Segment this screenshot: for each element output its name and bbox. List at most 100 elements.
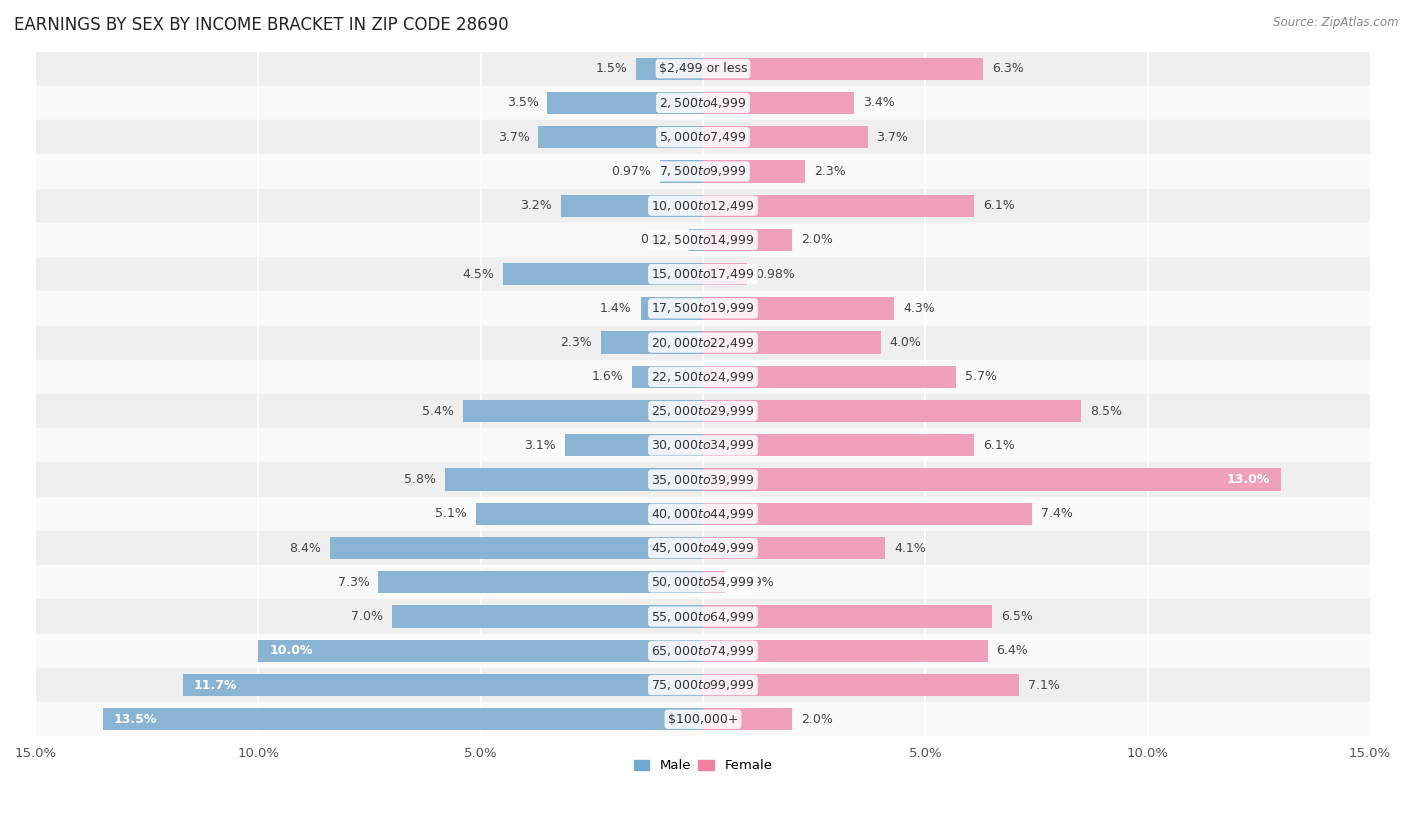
Bar (183, 674, 703, 696)
Text: 11.7%: 11.7% (194, 679, 238, 692)
Text: 6.3%: 6.3% (993, 63, 1024, 76)
Text: $17,500 to $19,999: $17,500 to $19,999 (651, 302, 755, 315)
Text: 7.3%: 7.3% (337, 576, 370, 589)
Bar (37, 86, 1369, 120)
Text: 2.3%: 2.3% (560, 336, 592, 349)
Text: EARNINGS BY SEX BY INCOME BRACKET IN ZIP CODE 28690: EARNINGS BY SEX BY INCOME BRACKET IN ZIP… (14, 16, 509, 34)
Bar (103, 708, 703, 730)
Bar (703, 298, 894, 320)
Bar (703, 58, 983, 80)
Text: $40,000 to $44,999: $40,000 to $44,999 (651, 506, 755, 521)
Text: 5.7%: 5.7% (966, 371, 997, 384)
Bar (477, 502, 703, 525)
Text: $5,000 to $7,499: $5,000 to $7,499 (659, 130, 747, 144)
Bar (37, 325, 1369, 359)
Bar (703, 194, 974, 217)
Bar (37, 599, 1369, 633)
Text: 1.5%: 1.5% (596, 63, 627, 76)
Text: $50,000 to $54,999: $50,000 to $54,999 (651, 576, 755, 589)
Bar (37, 531, 1369, 565)
Bar (538, 126, 703, 148)
Bar (703, 92, 855, 114)
Bar (703, 640, 987, 662)
Bar (565, 434, 703, 456)
Bar (703, 537, 886, 559)
Text: 3.1%: 3.1% (524, 439, 557, 452)
Text: 3.5%: 3.5% (506, 97, 538, 110)
Text: 0.97%: 0.97% (612, 165, 651, 178)
Bar (503, 263, 703, 285)
Text: $22,500 to $24,999: $22,500 to $24,999 (651, 370, 755, 384)
Text: 3.2%: 3.2% (520, 199, 551, 212)
Text: $20,000 to $22,499: $20,000 to $22,499 (651, 336, 755, 350)
Bar (37, 154, 1369, 189)
Bar (703, 126, 868, 148)
Bar (37, 51, 1369, 86)
Text: $65,000 to $74,999: $65,000 to $74,999 (651, 644, 755, 658)
Text: 13.0%: 13.0% (1226, 473, 1270, 486)
Bar (703, 228, 792, 251)
Bar (37, 359, 1369, 394)
Text: $15,000 to $17,499: $15,000 to $17,499 (651, 267, 755, 281)
Bar (37, 189, 1369, 223)
Text: 8.4%: 8.4% (288, 541, 321, 554)
Text: 6.5%: 6.5% (1001, 610, 1033, 623)
Bar (561, 194, 703, 217)
Text: $100,000+: $100,000+ (668, 713, 738, 726)
Bar (703, 160, 806, 183)
Text: 5.8%: 5.8% (405, 473, 436, 486)
Text: $30,000 to $34,999: $30,000 to $34,999 (651, 438, 755, 452)
Text: Source: ZipAtlas.com: Source: ZipAtlas.com (1274, 16, 1399, 29)
Text: $2,499 or less: $2,499 or less (659, 63, 747, 76)
Text: 0.49%: 0.49% (734, 576, 773, 589)
Bar (378, 572, 703, 593)
Text: $45,000 to $49,999: $45,000 to $49,999 (651, 541, 755, 555)
Text: 6.1%: 6.1% (983, 439, 1015, 452)
Bar (392, 606, 703, 628)
Text: 0.31%: 0.31% (641, 233, 681, 246)
Legend: Male, Female: Male, Female (628, 754, 778, 778)
Bar (659, 160, 703, 183)
Text: $75,000 to $99,999: $75,000 to $99,999 (651, 678, 755, 692)
Text: $2,500 to $4,999: $2,500 to $4,999 (659, 96, 747, 110)
Bar (37, 291, 1369, 325)
Bar (37, 394, 1369, 428)
Text: 4.0%: 4.0% (890, 336, 921, 349)
Text: 3.7%: 3.7% (876, 131, 908, 144)
Bar (37, 120, 1369, 154)
Text: 4.1%: 4.1% (894, 541, 927, 554)
Bar (703, 606, 993, 628)
Bar (463, 400, 703, 422)
Bar (37, 223, 1369, 257)
Bar (703, 400, 1081, 422)
Text: $7,500 to $9,999: $7,500 to $9,999 (659, 164, 747, 178)
Bar (703, 434, 974, 456)
Text: $25,000 to $29,999: $25,000 to $29,999 (651, 404, 755, 418)
Text: 5.1%: 5.1% (436, 507, 467, 520)
Bar (703, 366, 956, 388)
Text: 1.6%: 1.6% (591, 371, 623, 384)
Bar (37, 428, 1369, 463)
Text: 3.4%: 3.4% (863, 97, 894, 110)
Text: 4.3%: 4.3% (903, 302, 935, 315)
Bar (446, 468, 703, 491)
Bar (703, 572, 724, 593)
Bar (37, 463, 1369, 497)
Bar (547, 92, 703, 114)
Text: 6.4%: 6.4% (997, 644, 1028, 657)
Text: 1.4%: 1.4% (600, 302, 631, 315)
Bar (600, 332, 703, 354)
Bar (637, 58, 703, 80)
Bar (703, 332, 880, 354)
Bar (703, 708, 792, 730)
Bar (37, 565, 1369, 599)
Bar (37, 497, 1369, 531)
Bar (37, 668, 1369, 702)
Bar (703, 468, 1281, 491)
Bar (689, 228, 703, 251)
Text: 10.0%: 10.0% (270, 644, 314, 657)
Text: 5.4%: 5.4% (422, 405, 454, 418)
Text: 3.7%: 3.7% (498, 131, 530, 144)
Text: $12,500 to $14,999: $12,500 to $14,999 (651, 233, 755, 247)
Bar (641, 298, 703, 320)
